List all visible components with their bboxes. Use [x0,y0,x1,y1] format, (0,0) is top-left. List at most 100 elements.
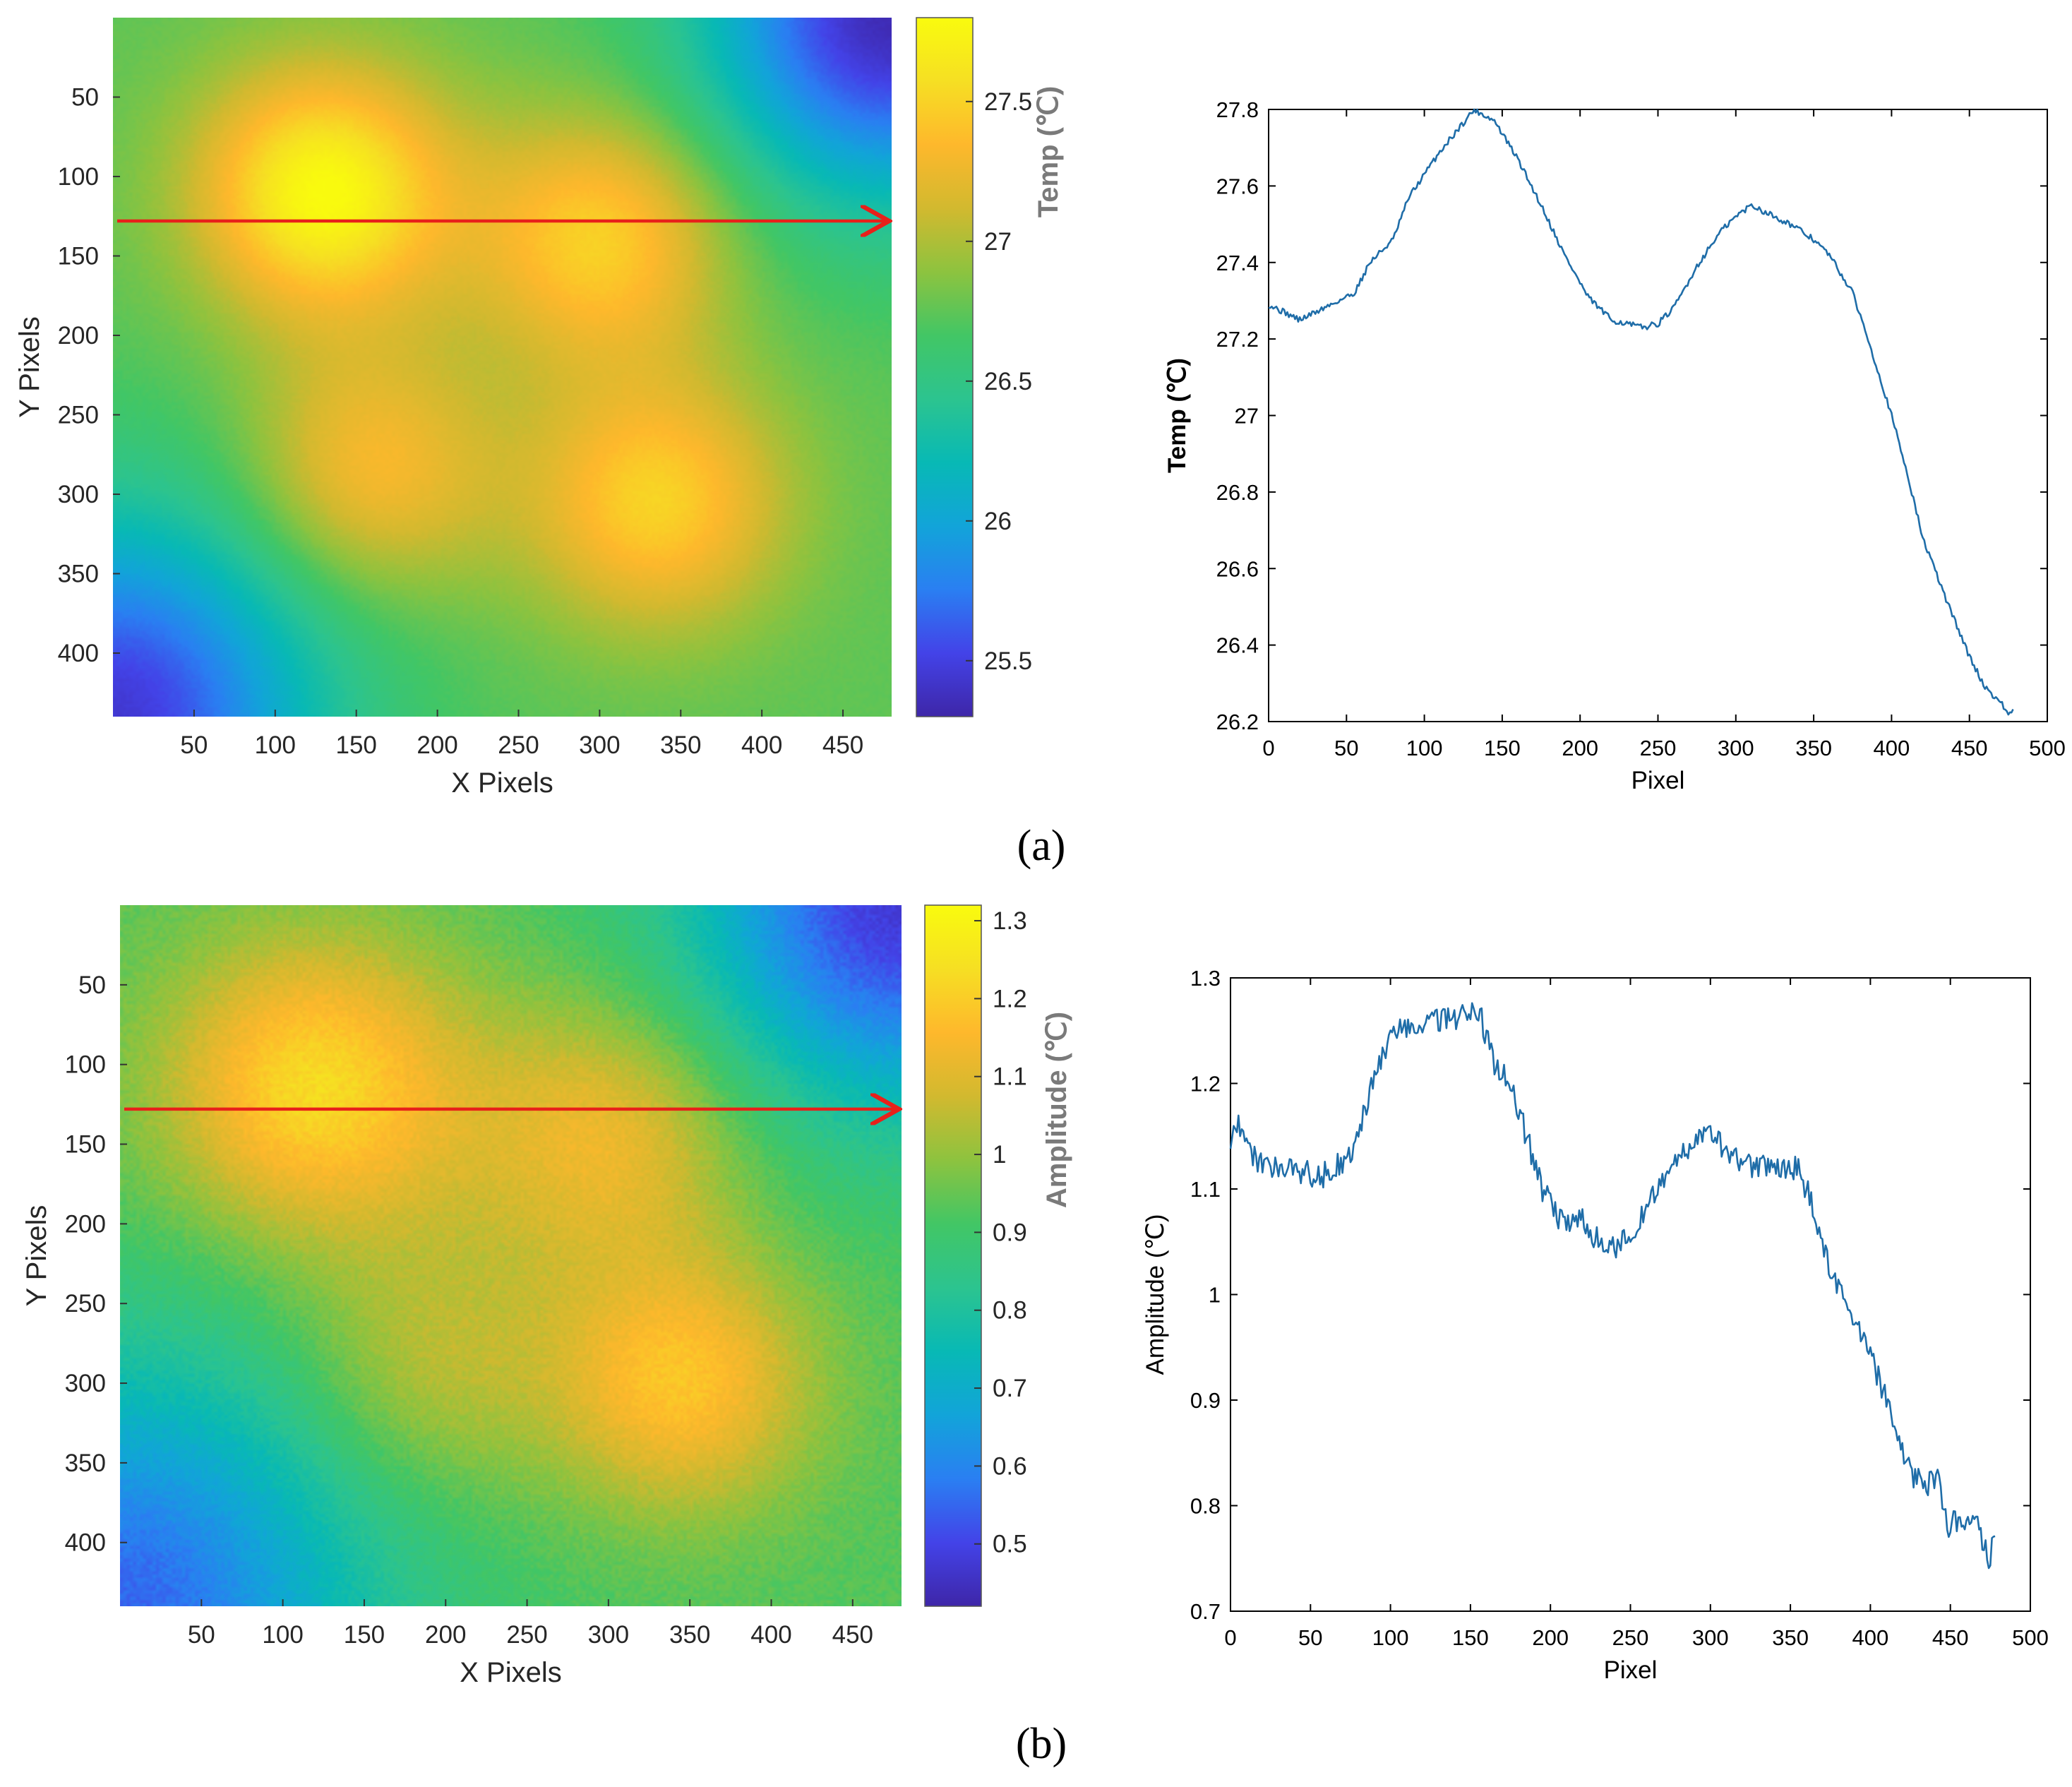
profile-y-tick-label: 26.6 [1216,556,1259,581]
profile-x-tick-label: 500 [2012,1625,2049,1650]
colorbar-tick-label: 25.5 [984,647,1032,675]
heatmap-chart: 50 100 150 200 250 300 350 400 450 50 100 150 200 250… [14,18,892,799]
profile-x-tick-label: 100 [1406,736,1443,760]
profile-y-tick-label: 1 [1209,1283,1221,1308]
heatmap-y-tick-label: 250 [58,402,99,429]
heatmap-x-axis-label: X Pixels [460,1657,562,1688]
heatmap-x-tick-label: 350 [660,731,701,759]
panel-b: 50 100 150 200 250 300 350 400 45050100150200250… [21,904,2049,1768]
profile-y-tick-label: 1.1 [1190,1177,1221,1202]
profile-y-tick-label: 0.8 [1190,1494,1221,1519]
profile-x-tick-label: 450 [1951,736,1988,760]
profile-y-tick-label: 1.2 [1190,1072,1221,1096]
heatmap-y-tick-label: 250 [65,1290,106,1317]
profile-x-tick-label: 150 [1484,736,1521,760]
heatmap-x-tick-label: 400 [750,1621,791,1649]
profile-x-axis-label: Pixel [1604,1656,1658,1684]
heatmap-y-tick-label: 100 [65,1051,106,1079]
profile-chart: 0 50 100 150 200 250 300 350 400 450 500 26.2 26.4 26… [1163,97,2066,794]
heatmap-y-tick-label: 400 [65,1529,106,1557]
colorbar-label: Amplitude (℃) [1041,1012,1072,1208]
profile-x-tick-label: 350 [1772,1625,1809,1650]
heatmap-x-tick-label: 150 [344,1621,385,1649]
profile-chart: 0 50 100 150 200 250 300 350 400 450 500 0.7 0.8 0.9 1… [1142,966,2049,1684]
panel-a: 50 100 150 200 250 300 350 400 450 50 100 150 200 250… [14,17,2066,870]
profile-x-tick-label: 100 [1372,1625,1409,1650]
heatmap-y-tick-label: 150 [65,1131,106,1159]
heatmap-y-tick-label: 200 [58,322,99,349]
heatmap-x-tick-label: 200 [417,731,457,759]
profile-plot-area [1268,109,2048,722]
profile-x-tick-label: 300 [1718,736,1754,760]
profile-y-tick-label: 27 [1235,404,1259,429]
colorbar-label: Temp (℃) [1033,86,1064,217]
profile-y-tick-label: 27.4 [1216,251,1259,275]
profile-series-line [1268,108,2014,716]
profile-y-tick-label: 1.3 [1190,966,1221,991]
profile-x-tick-label: 0 [1262,736,1274,760]
profile-x-tick-label: 0 [1224,1625,1236,1650]
profile-x-tick-label: 300 [1692,1625,1729,1650]
profile-y-tick-label: 26.8 [1216,480,1259,505]
colorbar-tick-label: 26.5 [984,368,1032,395]
colorbar-gradient [924,904,982,1607]
heatmap-image [113,18,892,717]
heatmap-x-tick-label: 100 [262,1621,303,1649]
heatmap-x-tick-label: 250 [498,731,539,759]
colorbar-tick-label: 1 [993,1141,1006,1169]
heatmap-x-tick-label: 50 [180,731,208,759]
colorbar: 25.5 26 26.5 27 27.5 Temp (℃) [916,17,1064,717]
profile-x-axis-label: Pixel [1631,767,1685,794]
colorbar-tick-label: 0.5 [993,1531,1027,1558]
profile-y-tick-label: 26.4 [1216,633,1259,658]
heatmap-y-axis-label: Y Pixels [14,316,45,418]
profile-plot-area [1230,977,2031,1612]
heatmap-x-tick-label: 250 [506,1621,547,1649]
profile-x-tick-label: 350 [1795,736,1832,760]
heatmap-y-tick-label: 400 [58,640,99,667]
profile-series-line [1229,1002,1996,1570]
heatmap-x-tick-label: 400 [741,731,782,759]
heatmap-y-tick-label: 350 [58,561,99,588]
heatmap-x-tick-label: 150 [335,731,376,759]
heatmap-image [120,905,902,1606]
colorbar-tick-label: 27.5 [984,88,1032,116]
heatmap-x-tick-label: 450 [822,731,863,759]
heatmap-y-tick-label: 50 [71,84,99,112]
profile-x-tick-label: 250 [1640,736,1677,760]
profile-y-tick-label: 27.6 [1216,174,1259,198]
heatmap-y-tick-label: 200 [65,1210,106,1238]
profile-x-tick-label: 450 [1932,1625,1969,1650]
panel-label: (a) [1017,822,1066,870]
colorbar-gradient [916,17,974,717]
heatmap-y-tick-label: 300 [58,481,99,508]
colorbar-tick-label: 26 [984,508,1012,535]
profile-x-tick-label: 50 [1298,1625,1322,1650]
heatmap-y-tick-label: 50 [78,972,106,999]
profile-y-tick-label: 26.2 [1216,710,1259,734]
heatmap-y-axis-label: Y Pixels [21,1205,52,1307]
colorbar-tick-label: 1.2 [993,985,1027,1012]
profile-x-tick-label: 400 [1874,736,1910,760]
heatmap-y-tick-label: 300 [65,1370,106,1397]
heatmap-x-tick-label: 100 [255,731,296,759]
profile-x-tick-label: 200 [1562,736,1598,760]
profile-x-tick-label: 50 [1334,736,1358,760]
profile-y-axis-label: Temp (℃) [1163,358,1191,473]
profile-x-tick-label: 250 [1612,1625,1649,1650]
heatmap-x-axis-label: X Pixels [451,767,553,799]
profile-x-tick-label: 500 [2029,736,2066,760]
heatmap-x-tick-label: 50 [188,1621,215,1649]
profile-y-tick-label: 0.9 [1190,1388,1221,1413]
colorbar-tick-label: 1.1 [993,1063,1027,1091]
colorbar: 0.5 0.6 0.7 0.8 0.9 1 1.1 1.2 1.3 Amplitude (℃) [924,904,1072,1607]
heatmap-x-tick-label: 300 [579,731,620,759]
heatmap-x-tick-label: 350 [669,1621,710,1649]
heatmap-x-tick-label: 450 [832,1621,873,1649]
profile-y-tick-label: 0.7 [1190,1599,1221,1624]
heatmap-y-tick-label: 100 [58,163,99,191]
colorbar-tick-label: 0.9 [993,1219,1027,1246]
heatmap-y-tick-label: 350 [65,1450,106,1477]
heatmap-chart: 50 100 150 200 250 300 350 400 450 50 100 150 200 250… [21,905,902,1688]
